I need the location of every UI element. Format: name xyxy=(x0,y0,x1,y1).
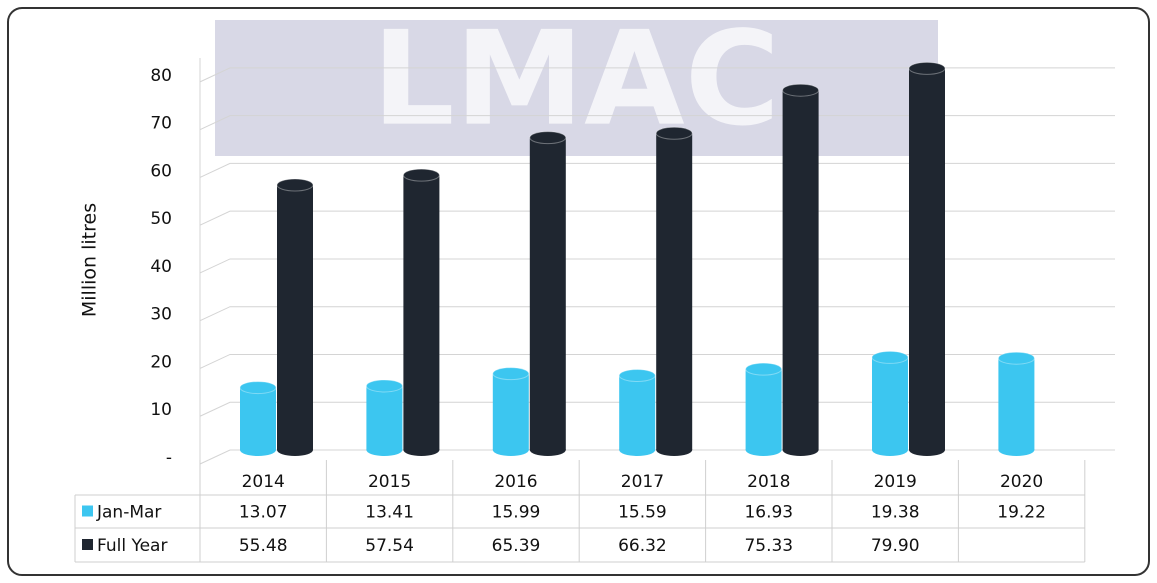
legend-label: Jan-Mar xyxy=(96,503,161,523)
table-value: 65.39 xyxy=(492,536,541,556)
bar-top xyxy=(997,351,1035,365)
grid-line xyxy=(199,210,1115,226)
grid-line xyxy=(199,115,1115,131)
y-axis-label: Million litres xyxy=(79,203,101,317)
bar-top xyxy=(239,381,277,395)
bar-top xyxy=(529,131,567,145)
x-tick-label: 2018 xyxy=(747,472,790,492)
table-value: 57.54 xyxy=(365,536,414,556)
bar xyxy=(745,369,782,450)
y-tick-label: 10 xyxy=(150,400,172,420)
table-value: 66.32 xyxy=(618,536,667,556)
y-tick-label: 50 xyxy=(150,209,172,229)
bar-top xyxy=(618,369,656,383)
bar xyxy=(619,375,656,450)
grid-line xyxy=(199,162,1115,178)
y-tick-label: 70 xyxy=(150,114,172,134)
table-value: 13.41 xyxy=(365,503,414,523)
grid-line xyxy=(199,449,1115,465)
bar-top xyxy=(276,178,314,192)
y-tick-label: - xyxy=(166,448,172,468)
bar-top xyxy=(655,126,693,140)
y-tick-label: 40 xyxy=(150,257,172,277)
table-value: 15.99 xyxy=(492,503,541,523)
bar-top xyxy=(871,350,909,364)
grid-line xyxy=(199,353,1115,369)
bar xyxy=(656,133,693,450)
bar xyxy=(872,357,908,450)
x-tick-label: 2020 xyxy=(1000,472,1043,492)
grid-line xyxy=(199,258,1115,274)
bar xyxy=(277,185,313,451)
legend-label: Full Year xyxy=(97,536,167,556)
bar xyxy=(529,137,566,450)
x-tick-label: 2014 xyxy=(242,472,285,492)
table-value: 19.22 xyxy=(997,503,1046,523)
bar xyxy=(998,358,1035,450)
watermark: LMAC xyxy=(372,3,780,155)
x-tick-label: 2016 xyxy=(494,472,537,492)
table-value: 79.90 xyxy=(871,536,920,556)
bar xyxy=(403,175,440,451)
x-tick-label: 2017 xyxy=(621,472,664,492)
grid-line xyxy=(199,67,1115,83)
table-value: 19.38 xyxy=(871,503,920,523)
table-value: 55.48 xyxy=(239,536,288,556)
legend-swatch xyxy=(82,505,93,517)
bar xyxy=(240,387,276,450)
legend-swatch xyxy=(82,539,93,550)
table-value: 75.33 xyxy=(744,536,793,556)
bar xyxy=(492,373,529,450)
x-tick-label: 2015 xyxy=(368,472,411,492)
y-tick-label: 30 xyxy=(150,305,172,325)
bar-top xyxy=(782,83,820,97)
table-value: 16.93 xyxy=(744,503,793,523)
x-tick-label: 2019 xyxy=(874,472,917,492)
y-tick-label: 80 xyxy=(150,66,172,86)
bar-top xyxy=(908,61,946,75)
bar-top xyxy=(365,379,403,393)
bar xyxy=(782,90,819,450)
bar-top xyxy=(745,362,783,376)
bar xyxy=(366,385,403,450)
bar-top xyxy=(492,367,530,381)
y-tick-label: 20 xyxy=(150,352,172,372)
table-value: 13.07 xyxy=(239,503,288,523)
grid-line xyxy=(199,401,1115,417)
y-tick-label: 60 xyxy=(150,161,172,181)
grid-line xyxy=(199,306,1115,322)
bar xyxy=(909,68,945,451)
table-value: 15.59 xyxy=(618,503,667,523)
bar-top xyxy=(402,168,440,182)
